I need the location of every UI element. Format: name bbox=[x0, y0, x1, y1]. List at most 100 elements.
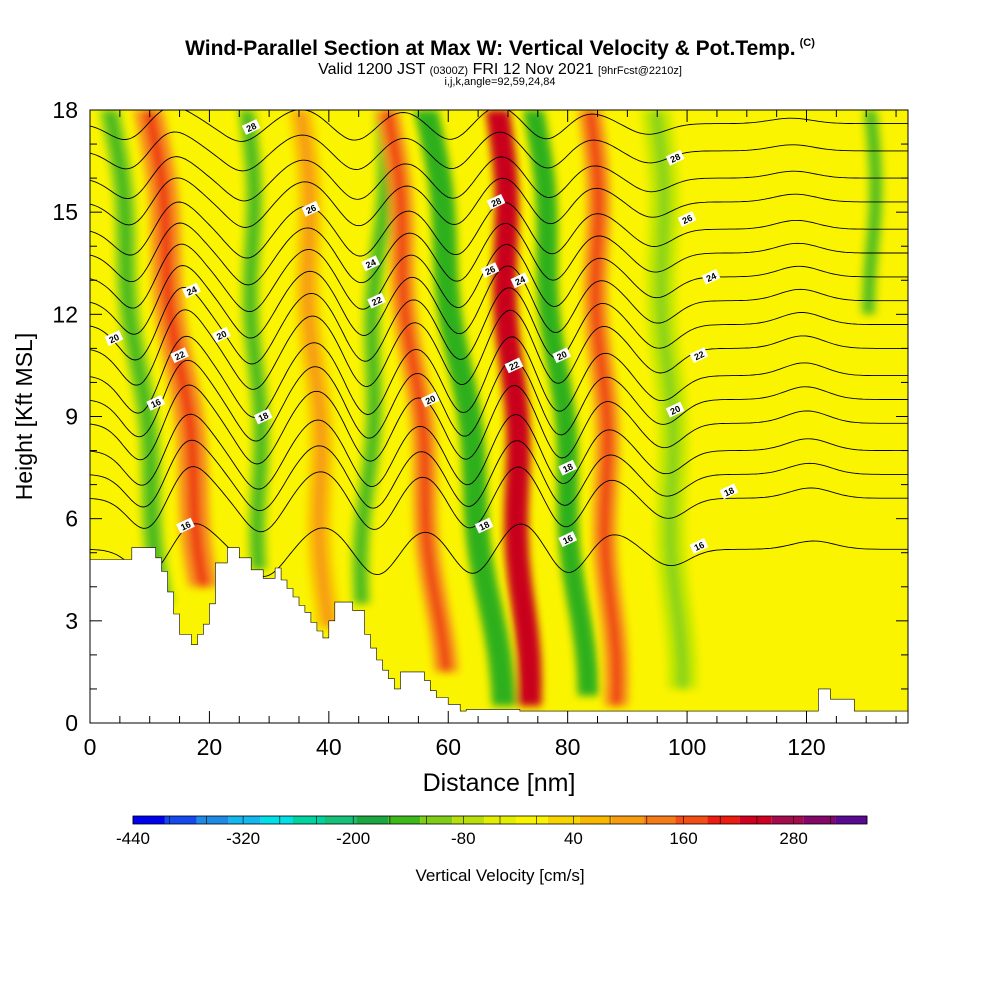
chart-title-text: Wind-Parallel Section at Max W: Vertical… bbox=[185, 37, 796, 60]
y-tick-label: 3 bbox=[65, 608, 78, 634]
colorbar-swatch bbox=[675, 816, 708, 824]
contour-label-box bbox=[182, 282, 201, 299]
colorbar-swatch bbox=[133, 816, 165, 824]
colorbar-swatch bbox=[771, 816, 804, 824]
contour-label-text: 28 bbox=[669, 152, 682, 165]
colorbar-swatch bbox=[228, 816, 261, 824]
contour-label-box bbox=[361, 255, 380, 272]
y-axis-label: Height [Kft MSL] bbox=[11, 333, 37, 500]
contour-label-box bbox=[420, 391, 440, 408]
contour-label-box bbox=[719, 483, 739, 500]
contour-label: 20 bbox=[104, 330, 124, 347]
contour-label: 16 bbox=[689, 537, 709, 554]
y-tick-label: 15 bbox=[52, 199, 78, 225]
forecast-run: [9hrFcst@2210z] bbox=[597, 65, 682, 77]
contour-label-box bbox=[665, 401, 685, 418]
colorbar-tick-label: 160 bbox=[669, 829, 697, 848]
colorbar-swatch bbox=[579, 816, 612, 824]
contour-label-box bbox=[170, 347, 189, 364]
contour-label: 22 bbox=[504, 357, 524, 374]
contour-label: 18 bbox=[253, 408, 273, 425]
contour-label-text: 24 bbox=[705, 271, 718, 284]
colorbar-swatch bbox=[803, 816, 836, 824]
contour-label-box bbox=[480, 262, 500, 279]
colorbar-swatch bbox=[196, 816, 229, 824]
contour-label: 22 bbox=[170, 347, 189, 364]
colorbar-tick-label: -320 bbox=[226, 829, 260, 848]
x-tick-label: 20 bbox=[197, 734, 223, 760]
chart-title: Wind-Parallel Section at Max W: Vertical… bbox=[0, 37, 1000, 61]
colorbar-swatch bbox=[611, 816, 644, 824]
contour-label-text: 20 bbox=[424, 393, 437, 406]
contour-label-text: 20 bbox=[555, 349, 568, 362]
contour-label-text: 26 bbox=[681, 213, 694, 226]
contour-label: 16 bbox=[146, 394, 166, 411]
y-tick-label: 0 bbox=[65, 710, 78, 736]
contour-label: 24 bbox=[182, 282, 201, 299]
theta-contour-line bbox=[90, 177, 908, 228]
velocity-band-core bbox=[295, 110, 334, 628]
contour-label-text: 28 bbox=[490, 196, 503, 209]
contour-label-text: 24 bbox=[513, 274, 526, 287]
contour-label-box bbox=[701, 268, 721, 285]
x-tick-label: 80 bbox=[555, 734, 581, 760]
plot-area: 28 26 24 22 24 20 22 20 16 18 20 16 18 28 26 24 22 20 18 16… bbox=[90, 110, 908, 723]
velocity-band-core bbox=[492, 110, 535, 706]
x-tick-label: 100 bbox=[668, 734, 706, 760]
contour-label: 20 bbox=[212, 326, 231, 343]
contour-label: 26 bbox=[677, 211, 697, 227]
x-tick-label: 60 bbox=[435, 734, 461, 760]
contour-label: 26 bbox=[480, 262, 500, 279]
colorbar-swatch bbox=[164, 816, 197, 824]
contour-label: 20 bbox=[665, 401, 685, 418]
theta-contour-labels: 28 26 24 22 24 20 22 20 16 18 20 16 18 28 26 24 22 20 18 16… bbox=[104, 119, 739, 554]
contour-label-box bbox=[253, 408, 273, 425]
valid-date: FRI 12 Nov 2021 bbox=[472, 61, 594, 78]
contour-label-text: 22 bbox=[507, 359, 520, 372]
contour-label-text: 24 bbox=[185, 284, 198, 297]
colorbar-tick-label: 280 bbox=[779, 829, 807, 848]
contour-label-box bbox=[665, 149, 685, 166]
contour-label-box bbox=[510, 272, 530, 289]
theta-contour-line bbox=[90, 439, 908, 512]
contour-label-box bbox=[212, 326, 231, 343]
velocity-band-core bbox=[243, 110, 265, 570]
colorbar: -440 -320 -200 -80 40 160 280 Vertical Velocity… bbox=[116, 815, 868, 885]
contour-label-box bbox=[504, 357, 524, 374]
colorbar-tick-label: -200 bbox=[336, 829, 370, 848]
colorbar-swatch bbox=[643, 816, 676, 824]
contour-label-text: 16 bbox=[693, 540, 706, 553]
valid-time-local: Valid 1200 JST bbox=[318, 61, 426, 78]
contour-label-box bbox=[301, 200, 321, 217]
colorbar-swatch bbox=[452, 816, 485, 824]
contour-label-box bbox=[146, 394, 166, 411]
contour-label: 24 bbox=[701, 268, 721, 285]
contour-label-text: 22 bbox=[370, 295, 383, 308]
contour-label: 26 bbox=[301, 200, 321, 217]
contour-label-box bbox=[367, 292, 386, 309]
contour-label: 24 bbox=[361, 255, 380, 272]
contour-label: 22 bbox=[367, 292, 386, 309]
contour-label-text: 20 bbox=[107, 332, 120, 345]
terrain bbox=[90, 547, 908, 723]
contour-label-text: 20 bbox=[669, 404, 682, 417]
colorbar-swatch bbox=[420, 816, 453, 824]
contour-label-box bbox=[176, 517, 195, 534]
contour-label: 28 bbox=[486, 193, 506, 210]
contour-label-text: 16 bbox=[561, 533, 574, 546]
contour-label-text: 18 bbox=[722, 485, 735, 498]
contour-label-text: 24 bbox=[364, 257, 377, 270]
contour-label-box bbox=[474, 517, 494, 534]
contour-label: 18 bbox=[558, 459, 578, 476]
velocity-band-core bbox=[649, 110, 689, 689]
contour-label-box bbox=[558, 531, 578, 548]
colorbar-tick-label: -440 bbox=[116, 829, 150, 848]
colorbar-swatch bbox=[324, 816, 357, 824]
y-tick-label: 9 bbox=[65, 404, 78, 430]
contour-label: 22 bbox=[689, 347, 709, 364]
velocity-band-core bbox=[529, 110, 593, 696]
colorbar-swatch bbox=[292, 816, 325, 824]
copyright-tag: (C) bbox=[799, 37, 815, 49]
theta-contour-line bbox=[90, 222, 908, 286]
contour-label: 16 bbox=[558, 531, 578, 548]
